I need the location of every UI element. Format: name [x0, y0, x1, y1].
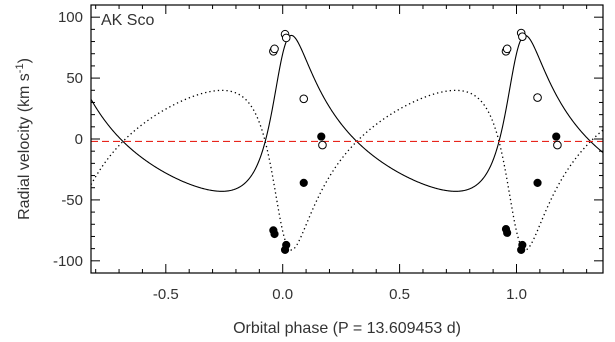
filled-data-point-7: [503, 228, 512, 237]
open-data-point-9: [518, 32, 527, 41]
open-data-point-1: [270, 44, 279, 54]
y-tick-label: 100: [58, 9, 83, 26]
x-axis-title: Orbital phase (P = 13.609453 d): [233, 320, 461, 337]
filled-data-point-11: [552, 132, 561, 141]
y-axis-title-superscript: -1: [14, 63, 26, 73]
y-axis-title-main: Radial velocity (km s: [16, 73, 33, 220]
y-axis-title: Radial velocity (km s-1): [14, 58, 33, 220]
open-data-point-7: [502, 44, 512, 54]
y-tick-label: -100: [53, 253, 83, 270]
filled-data-point-1: [270, 229, 279, 239]
open-data-point-5: [318, 140, 327, 150]
model-curves: [91, 34, 603, 251]
primary-model-curve: [91, 34, 603, 192]
open-data-point-4: [299, 94, 309, 104]
y-tick-label: -50: [61, 192, 83, 209]
data-points: [269, 28, 562, 254]
x-tick-label: 0.5: [389, 286, 410, 303]
filled-data-point-10: [533, 178, 542, 187]
y-tick-label: 0: [75, 131, 83, 148]
star-annotation: AK Sco: [101, 12, 154, 29]
open-data-point-3: [281, 33, 291, 43]
open-data-point-10: [533, 93, 542, 102]
x-tick-label: 1.0: [506, 286, 527, 303]
x-tick-label: 0.0: [272, 286, 293, 303]
y-axis-title-close: ): [16, 58, 33, 63]
y-tick-labels: -100 -50 0 50 100: [53, 9, 83, 270]
axis-ticks: [91, 4, 603, 274]
open-data-point-11: [553, 140, 562, 150]
filled-data-point-4: [299, 178, 308, 187]
x-tick-label: -0.5: [153, 286, 179, 303]
y-tick-label: 50: [66, 70, 83, 87]
x-tick-labels: -0.5 0.0 0.5 1.0: [153, 286, 527, 303]
filled-data-point-9: [518, 240, 527, 250]
filled-data-point-3: [282, 240, 291, 250]
filled-data-point-5: [317, 132, 326, 141]
